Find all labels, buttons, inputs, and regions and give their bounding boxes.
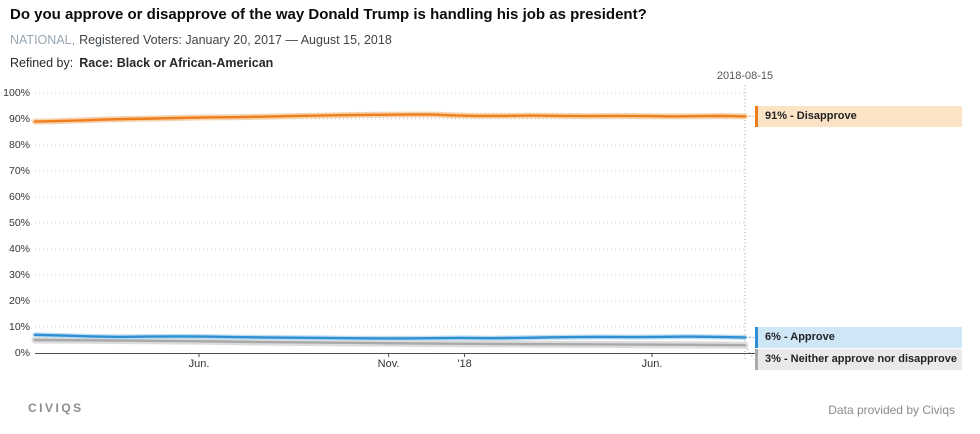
subtitle-text: Registered Voters: January 20, 2017 — Au… [79,33,392,47]
series-label-neither: 3% - Neither approve nor disapprove [755,348,962,370]
x-axis-tick-label: Jun. [188,358,210,370]
refined-by-row: Refined by: Race: Black or African-Americ… [10,56,273,70]
scope-label: NATIONAL, [10,33,76,47]
y-axis-tick-label: 0% [14,347,30,359]
series-label-disapprove: 91% - Disapprove [755,105,962,127]
y-axis-tick-label: 10% [8,321,30,333]
series-line-neither-approve-nor-disapprove [33,338,747,347]
civiqs-logo: CIVIQS [28,401,84,415]
y-axis-tick-label: 30% [8,269,30,281]
series-label-approve: 6% - Approve [755,326,962,348]
y-axis-tick-label: 70% [8,165,30,177]
series-line-approve [33,333,747,340]
y-axis-tick-label: 50% [8,217,30,229]
refined-by-value: Race: Black or African-American [79,56,274,70]
cursor-date-label: 2018-08-15 [716,70,774,82]
x-axis-tick-label: '18 [457,358,472,370]
series-line-disapprove [33,113,747,123]
x-axis-tick-label: Nov. [377,358,400,370]
y-axis-tick-label: 20% [8,295,30,307]
y-axis-tick-label: 90% [8,113,30,125]
y-axis-tick-label: 40% [8,243,30,255]
y-axis-tick-label: 80% [8,139,30,151]
x-axis-tick-label: Jun. [641,358,663,370]
refined-by-label: Refined by: [10,56,74,70]
chart-subtitle: NATIONAL, Registered Voters: January 20, … [10,33,392,47]
page-title: Do you approve or disapprove of the way … [10,6,647,23]
y-axis-tick-label: 100% [3,87,30,99]
label-connector [744,344,755,360]
y-axis-tick-label: 60% [8,191,30,203]
data-credit: Data provided by Civiqs [828,403,955,417]
plot-area[interactable] [35,93,745,353]
